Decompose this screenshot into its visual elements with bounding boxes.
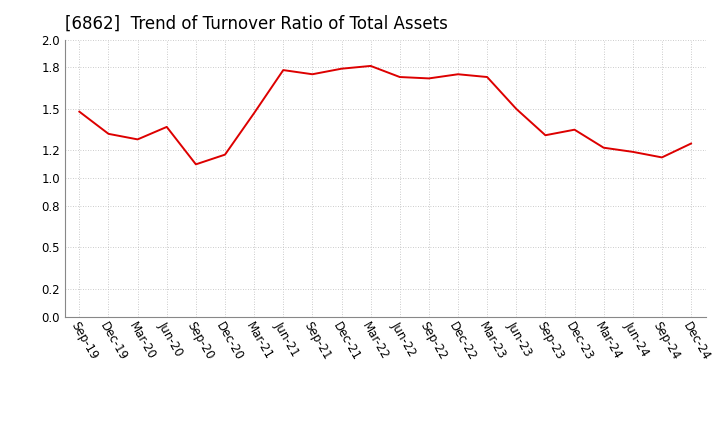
Text: [6862]  Trend of Turnover Ratio of Total Assets: [6862] Trend of Turnover Ratio of Total … xyxy=(65,15,448,33)
